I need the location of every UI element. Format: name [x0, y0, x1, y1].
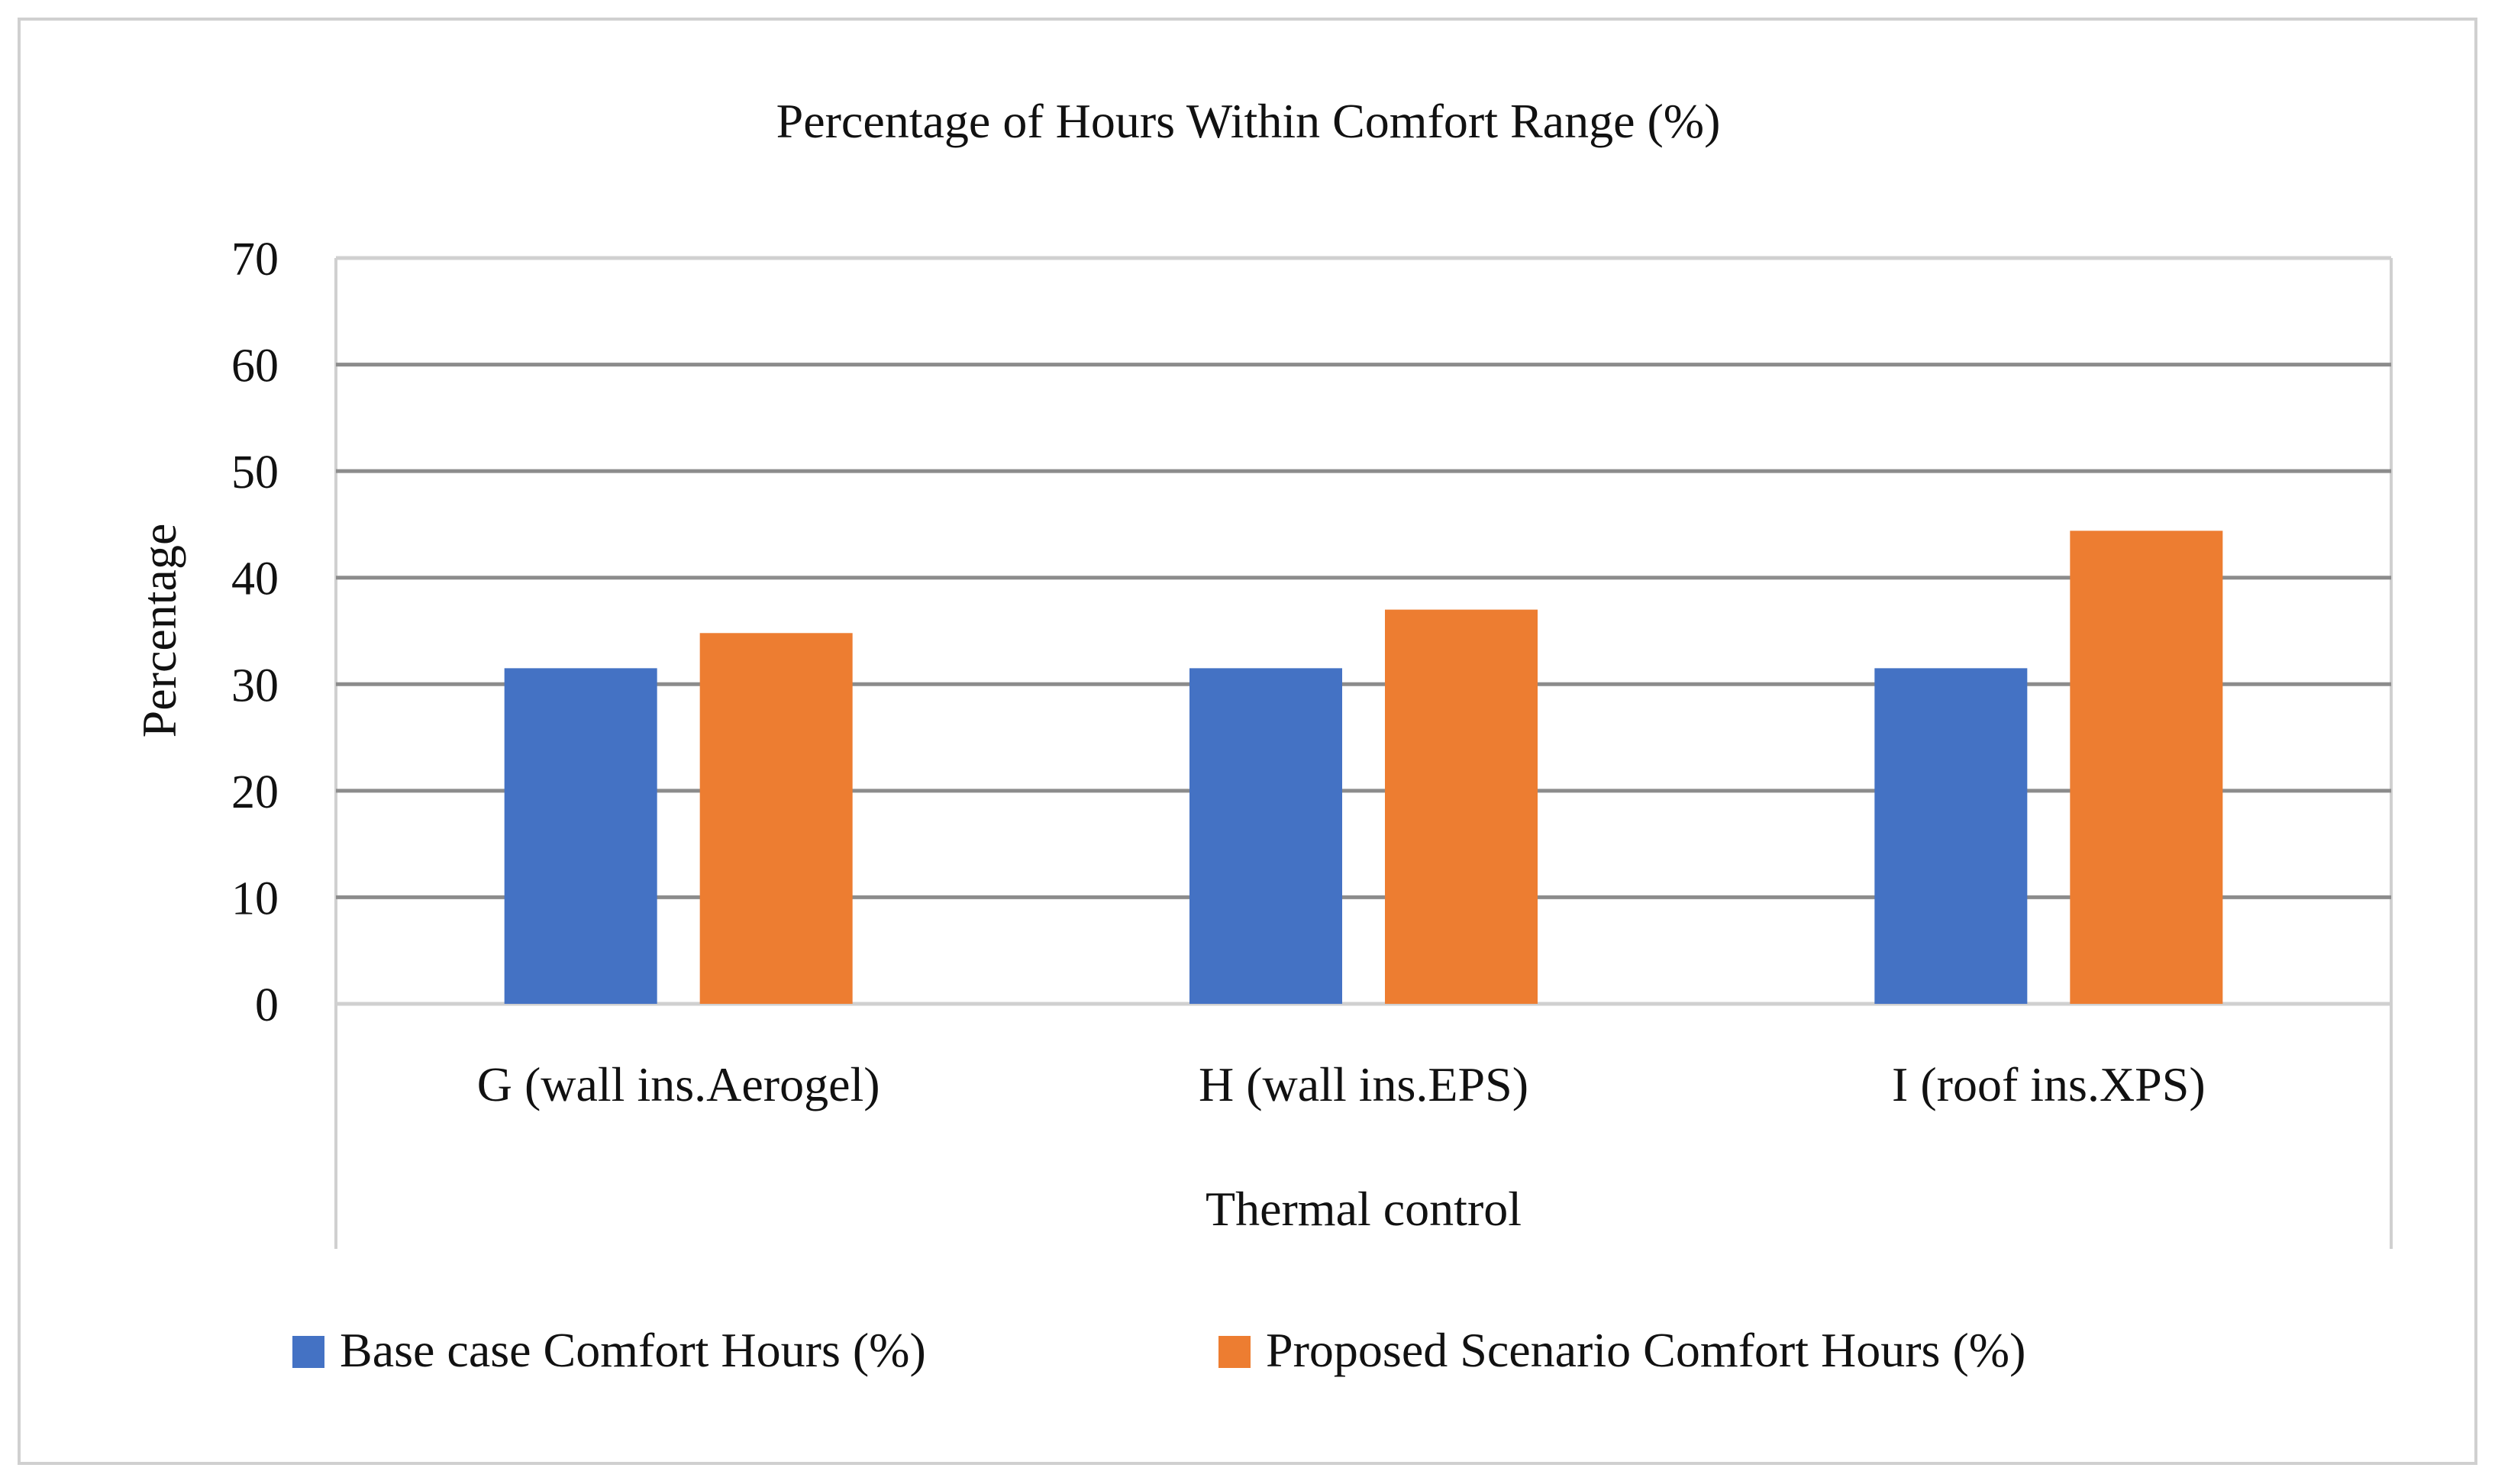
gridlines	[334, 256, 2393, 1249]
bar-base-2	[1874, 668, 2028, 1004]
x-tick-labels: G (wall ins.Aerogel) H (wall ins.EPS) I (r…	[477, 1057, 2206, 1111]
y-tick-label: 40	[231, 553, 279, 605]
x-tick-label: I (roof ins.XPS)	[1892, 1057, 2206, 1111]
y-tick-label: 50	[231, 447, 279, 498]
legend-label-1: Proposed Scenario Comfort Hours (%)	[1266, 1323, 2025, 1377]
x-tick-label: G (wall ins.Aerogel)	[477, 1057, 880, 1111]
y-tick-label: 20	[231, 766, 279, 818]
bar-base-1	[1189, 668, 1342, 1004]
y-axis-label: Percentage	[132, 524, 186, 738]
y-tick-label: 60	[231, 340, 279, 392]
y-tick-label: 70	[231, 234, 279, 286]
legend-label-0: Base case Comfort Hours (%)	[340, 1323, 926, 1377]
bars	[504, 531, 2223, 1004]
bar-proposed-1	[1385, 609, 1538, 1004]
bar-proposed-2	[2070, 531, 2223, 1004]
bar-base-0	[504, 668, 657, 1004]
y-tick-label: 10	[231, 873, 279, 924]
y-tick-label: 30	[231, 660, 279, 711]
chart-title: Percentage of Hours Within Comfort Range…	[776, 94, 1721, 148]
legend-swatch-1	[1218, 1336, 1251, 1368]
y-tick-label: 0	[255, 979, 279, 1031]
legend: Base case Comfort Hours (%) Proposed Scen…	[292, 1323, 2025, 1377]
y-tick-labels: 0 10 20 30 40 50 60 70	[231, 234, 279, 1031]
legend-swatch-0	[292, 1336, 324, 1368]
x-tick-label: H (wall ins.EPS)	[1199, 1057, 1528, 1111]
x-axis-label: Thermal control	[1206, 1182, 1522, 1236]
bar-proposed-0	[699, 633, 853, 1004]
